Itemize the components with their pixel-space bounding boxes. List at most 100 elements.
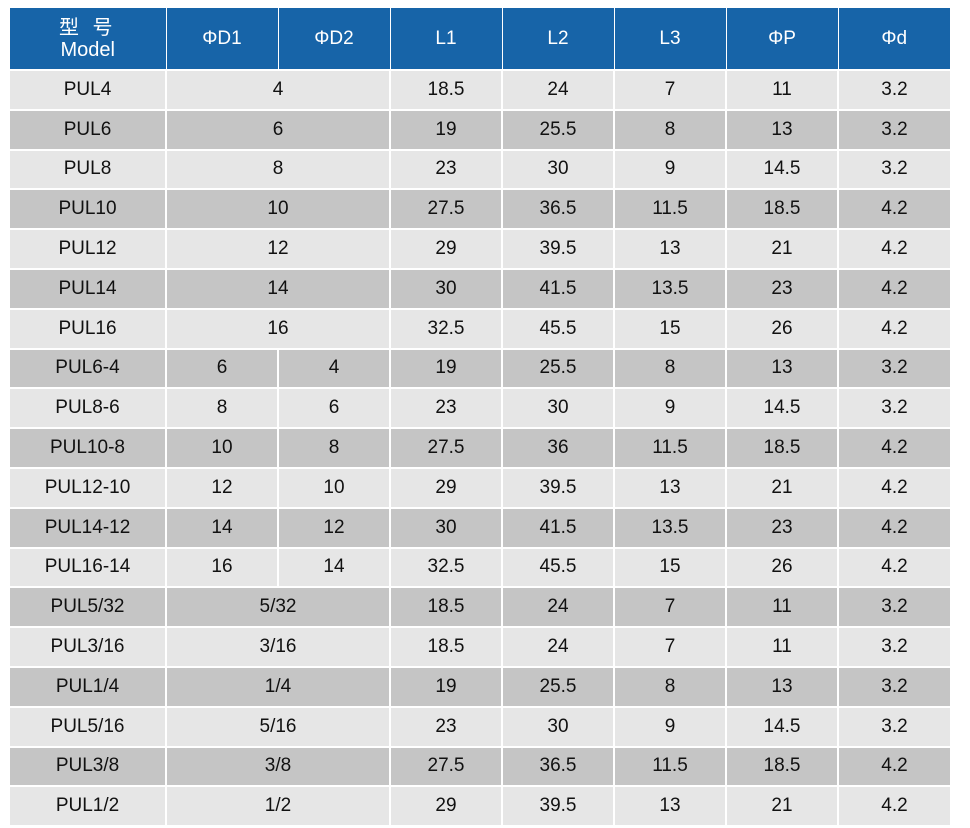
cell-p: 13 [726,108,839,150]
cell-diameter: 8 [166,148,391,190]
header-model: 型 号 Model [10,8,167,70]
cell-l3: 8 [614,108,727,150]
cell-p: 26 [726,546,839,588]
cell-p: 18.5 [726,427,839,468]
cell-diameter: 12 [166,228,391,269]
table-row: PUL14 14 30 41.5 13.5 23 4.2 [10,267,950,309]
cell-d2: 6 [278,387,391,429]
table-row: PUL16 16 32.5 45.5 15 26 4.2 [10,307,950,349]
cell-l2: 36.5 [502,188,615,230]
cell-small-d: 4.2 [838,228,950,269]
cell-model: PUL8-6 [10,387,167,429]
cell-model: PUL1/2 [10,785,167,826]
cell-l1: 18.5 [390,626,503,667]
cell-d1: 12 [166,466,279,508]
cell-p: 23 [726,506,839,548]
cell-model: PUL14 [10,267,167,309]
cell-diameter: 16 [166,307,391,349]
cell-l2: 30 [502,705,615,747]
cell-model: PUL14-12 [10,506,167,548]
cell-small-d: 4.2 [838,506,950,548]
header-small-d: Φd [838,8,950,70]
cell-l1: 32.5 [390,546,503,588]
cell-l1: 29 [390,785,503,826]
cell-l2: 39.5 [502,785,615,826]
cell-l2: 25.5 [502,108,615,150]
cell-model: PUL10-8 [10,427,167,468]
cell-model: PUL3/8 [10,745,167,787]
cell-diameter: 14 [166,267,391,309]
table-row: PUL10 10 27.5 36.5 11.5 18.5 4.2 [10,188,950,230]
cell-l3: 13 [614,785,727,826]
cell-l3: 13 [614,466,727,508]
cell-small-d: 3.2 [838,586,950,628]
cell-l2: 24 [502,586,615,628]
cell-p: 21 [726,466,839,508]
cell-l2: 24 [502,626,615,667]
cell-diameter: 1/2 [166,785,391,826]
table-row: PUL6 6 19 25.5 8 13 3.2 [10,108,950,150]
cell-d1: 16 [166,546,279,588]
table-row: PUL1/4 1/4 19 25.5 8 13 3.2 [10,665,950,707]
cell-d1: 10 [166,427,279,468]
table-row: PUL6-4 6 4 19 25.5 8 13 3.2 [10,347,950,389]
cell-small-d: 3.2 [838,387,950,429]
cell-model: PUL8 [10,148,167,190]
cell-l1: 27.5 [390,745,503,787]
table-row: PUL3/16 3/16 18.5 24 7 11 3.2 [10,626,950,667]
cell-l2: 30 [502,387,615,429]
cell-l1: 18.5 [390,69,503,110]
cell-l1: 30 [390,506,503,548]
cell-l2: 36 [502,427,615,468]
cell-d2: 8 [278,427,391,468]
cell-d2: 12 [278,506,391,548]
cell-l1: 30 [390,267,503,309]
cell-l2: 45.5 [502,307,615,349]
table-row: PUL8 8 23 30 9 14.5 3.2 [10,148,950,190]
header-l3: L3 [614,8,727,70]
header-model-en: Model [60,38,115,61]
cell-diameter: 4 [166,69,391,110]
cell-small-d: 4.2 [838,188,950,230]
cell-l1: 18.5 [390,586,503,628]
cell-l2: 25.5 [502,665,615,707]
cell-l1: 19 [390,665,503,707]
cell-p: 14.5 [726,705,839,747]
cell-p: 18.5 [726,188,839,230]
cell-p: 18.5 [726,745,839,787]
cell-small-d: 4.2 [838,267,950,309]
cell-d1: 8 [166,387,279,429]
cell-l2: 25.5 [502,347,615,389]
spec-table: 型 号 Model ΦD1 ΦD2 L1 L2 L3 ΦP Φd PUL4 4 18… [10,8,950,826]
cell-l3: 9 [614,148,727,190]
header-d2: ΦD2 [278,8,391,70]
cell-diameter: 6 [166,108,391,150]
cell-l1: 19 [390,347,503,389]
cell-model: PUL12-10 [10,466,167,508]
cell-p: 21 [726,228,839,269]
cell-model: PUL5/32 [10,586,167,628]
cell-model: PUL3/16 [10,626,167,667]
cell-model: PUL6-4 [10,347,167,389]
cell-model: PUL4 [10,69,167,110]
cell-small-d: 3.2 [838,347,950,389]
cell-l2: 41.5 [502,267,615,309]
header-l1: L1 [390,8,503,70]
cell-p: 23 [726,267,839,309]
cell-l2: 45.5 [502,546,615,588]
spec-table-container: 型 号 Model ΦD1 ΦD2 L1 L2 L3 ΦP Φd PUL4 4 18… [10,8,950,826]
cell-l3: 11.5 [614,745,727,787]
cell-l3: 7 [614,626,727,667]
cell-l3: 15 [614,546,727,588]
cell-model: PUL1/4 [10,665,167,707]
cell-l1: 29 [390,228,503,269]
table-row: PUL10-8 10 8 27.5 36 11.5 18.5 4.2 [10,427,950,468]
cell-l1: 27.5 [390,427,503,468]
cell-model: PUL5/16 [10,705,167,747]
cell-l1: 27.5 [390,188,503,230]
table-row: PUL14-12 14 12 30 41.5 13.5 23 4.2 [10,506,950,548]
table-row: PUL12 12 29 39.5 13 21 4.2 [10,228,950,269]
table-row: PUL5/32 5/32 18.5 24 7 11 3.2 [10,586,950,628]
cell-small-d: 3.2 [838,665,950,707]
cell-diameter: 3/16 [166,626,391,667]
